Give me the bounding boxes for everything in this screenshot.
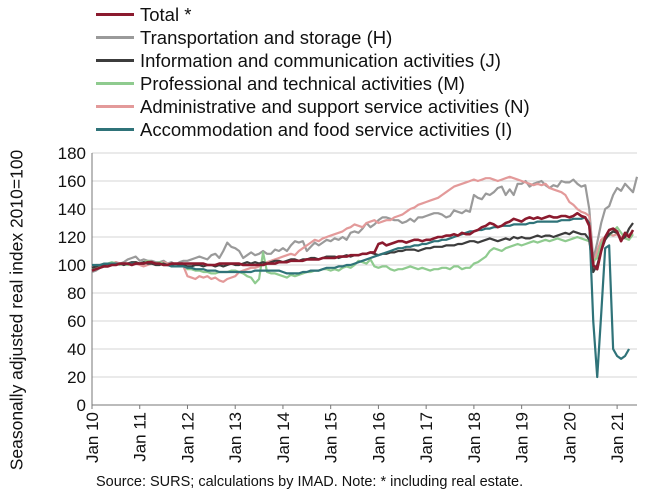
legend-label-administrative: Administrative and support service activ…: [140, 95, 530, 117]
legend-item-accommodation: Accommodation and food service activitie…: [96, 118, 530, 141]
series-line: [92, 216, 630, 379]
legend-swatch-total: [96, 13, 134, 16]
legend-item-total: Total *: [96, 3, 530, 26]
x-tick-label: Jan 21: [608, 412, 627, 463]
y-tick-label: 60: [67, 312, 86, 331]
legend-swatch-professional: [96, 82, 134, 85]
series-line: [91, 211, 635, 272]
y-tick-label: 0: [77, 396, 86, 415]
series-lines: [91, 175, 639, 379]
source-note: Source: SURS; calculations by IMAD. Note…: [96, 474, 524, 490]
x-tick-label: Jan 19: [513, 412, 532, 463]
legend-item-transportation: Transportation and storage (H): [96, 26, 530, 49]
legend-label-transportation: Transportation and storage (H): [140, 26, 393, 48]
y-tick-label: 140: [58, 200, 86, 219]
y-tick-label: 100: [58, 256, 86, 275]
legend-item-information: Information and communication activities…: [96, 49, 530, 72]
y-tick-label: 80: [67, 284, 86, 303]
x-tick-label: Jan 10: [83, 412, 102, 463]
x-tick-label: Jan 11: [131, 412, 150, 462]
x-tick-label: Jan 13: [226, 412, 245, 463]
legend-item-administrative: Administrative and support service activ…: [96, 95, 530, 118]
x-tick-label: Jan 14: [274, 412, 293, 463]
legend-label-total: Total *: [140, 3, 192, 25]
x-tick-label: Jan 16: [369, 412, 388, 463]
legend-swatch-accommodation: [96, 128, 134, 131]
legend-item-professional: Professional and technical activities (M…: [96, 72, 530, 95]
legend-swatch-transportation: [96, 36, 134, 39]
legend-label-professional: Professional and technical activities (M…: [140, 72, 465, 94]
x-tick-label: Jan 17: [417, 412, 436, 463]
x-tick-label: Jan 15: [322, 412, 341, 463]
y-axis-label: Seasonally adjusted real index 2010=100: [6, 149, 27, 471]
legend-label-accommodation: Accommodation and food service activitie…: [140, 118, 513, 140]
legend-swatch-administrative: [96, 105, 134, 108]
legend-label-information: Information and communication activities…: [140, 49, 501, 71]
x-tick-label: Jan 18: [465, 412, 484, 463]
x-tick-label: Jan 20: [560, 412, 579, 463]
x-tick-labels: Jan 10 Jan 11 Jan 12 Jan 13 Jan 14 Jan 15 Jan …: [83, 405, 627, 463]
x-tick-label: Jan 12: [178, 412, 197, 463]
y-tick-label: 160: [58, 172, 86, 191]
y-tick-labels: 0 20 40 60 80 100 120 140 160 180: [58, 144, 86, 415]
axes: [91, 153, 637, 406]
y-tick-label: 40: [67, 340, 86, 359]
y-tick-label: 20: [67, 368, 86, 387]
y-tick-label: 180: [58, 144, 86, 163]
y-tick-label: 120: [58, 228, 86, 247]
legend: Total * Transportation and storage (H) I…: [96, 3, 530, 141]
legend-swatch-information: [96, 59, 134, 62]
